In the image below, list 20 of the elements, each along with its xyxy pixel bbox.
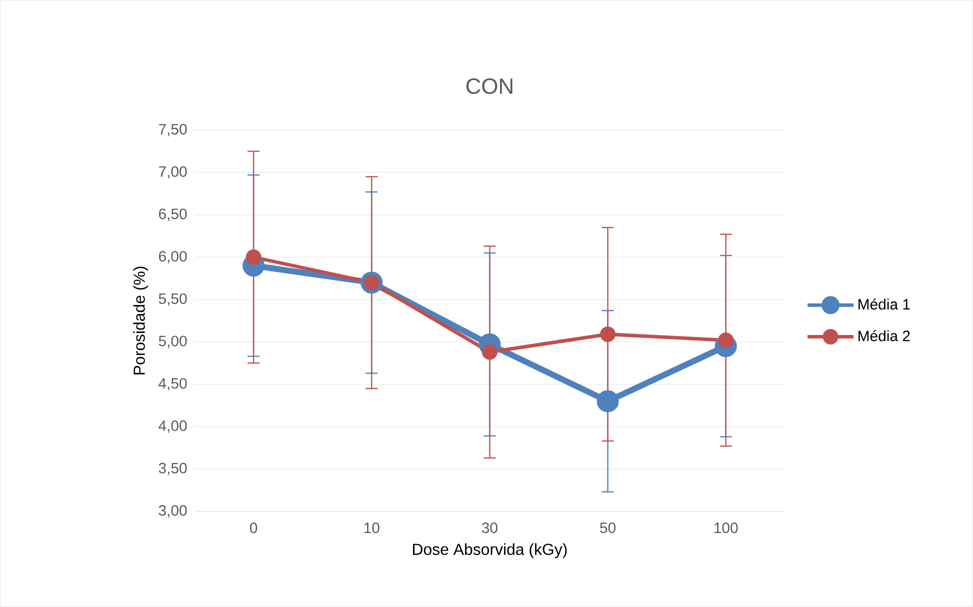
x-tick-label: 100 [714, 522, 738, 534]
y-tick-label: 3,00 [158, 505, 187, 518]
legend-label: Média 1 [858, 298, 910, 310]
y-tick-label: 3,50 [158, 462, 187, 476]
legend-label: Média 2 [858, 330, 910, 342]
y-tick-label: 7,00 [159, 166, 187, 179]
y-tick-label: 5,00 [158, 336, 187, 348]
y-axis-title: Porosidade (%) [133, 266, 148, 374]
x-axis-title: Dose Absorvida (kGy) [413, 543, 567, 558]
y-tick-label: 6,00 [159, 251, 187, 264]
x-tick-label: 50 [600, 522, 616, 534]
y-tick-label: 4,00 [158, 420, 187, 433]
x-tick-label: 10 [364, 522, 380, 534]
y-tick-label: 5,50 [158, 293, 187, 306]
y-tick-label: 4,50 [158, 378, 187, 391]
y-tick-label: 6,50 [159, 208, 187, 222]
x-tick-label: 30 [482, 522, 498, 534]
x-tick-label: 0 [250, 522, 258, 534]
y-tick-label: 7,50 [159, 124, 187, 136]
chart-title: CON [466, 78, 512, 94]
